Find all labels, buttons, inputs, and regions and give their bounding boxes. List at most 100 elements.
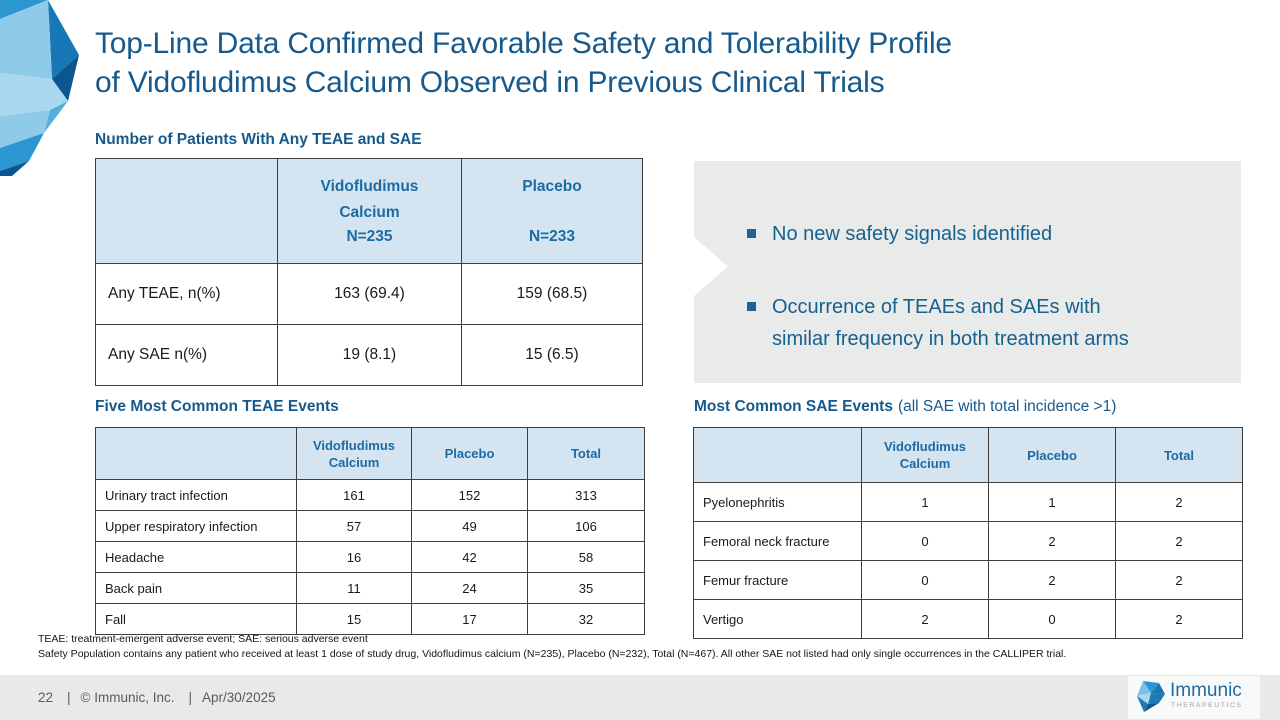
value-cell: 58 bbox=[527, 541, 645, 573]
table-row: Any TEAE, n(%) 163 (69.4) 159 (68.5) bbox=[95, 263, 643, 325]
value-cell: 42 bbox=[411, 541, 528, 573]
empty-header-cell bbox=[693, 427, 862, 483]
table-row: Vertigo 2 0 2 bbox=[693, 599, 1243, 639]
immunic-gem-icon bbox=[1137, 681, 1165, 712]
header-row: Vidofludimus Calcium Placebo Total bbox=[95, 427, 645, 480]
page-number: 22 bbox=[38, 690, 54, 705]
logo-wordmark: Immunic bbox=[1170, 680, 1242, 701]
n-count: N=233 bbox=[528, 228, 576, 245]
table-row: Fall 15 17 32 bbox=[95, 603, 645, 635]
title-line-2: of Vidofludimus Calcium Observed in Prev… bbox=[95, 66, 885, 99]
value-cell: 161 bbox=[296, 479, 412, 511]
table-row: Back pain 11 24 35 bbox=[95, 572, 645, 604]
bullet-square-icon bbox=[747, 302, 756, 311]
value-cell: 1 bbox=[988, 482, 1116, 522]
sae-events-table: Vidofludimus Calcium Placebo Total Pyelo… bbox=[693, 427, 1243, 639]
row-label: Any TEAE, n(%) bbox=[95, 263, 278, 325]
bullet-square-icon bbox=[747, 229, 756, 238]
list-item: No new safety signals identified bbox=[747, 218, 1202, 250]
value-cell: 313 bbox=[527, 479, 645, 511]
value-cell: 49 bbox=[411, 510, 528, 542]
teae-sae-summary-heading: Number of Patients With Any TEAE and SAE bbox=[95, 131, 422, 148]
teae-sae-summary-table: Vidofludimus Calcium N=235 Placebo N=233… bbox=[95, 158, 643, 386]
value-cell: 163 (69.4) bbox=[277, 263, 462, 325]
row-label: Vertigo bbox=[693, 599, 862, 639]
row-label: Upper respiratory infection bbox=[95, 510, 297, 542]
value-cell: 17 bbox=[411, 603, 528, 635]
value-cell: 1 bbox=[861, 482, 989, 522]
footnote-population: Safety Population contains any patient w… bbox=[38, 647, 1067, 660]
table-row: Headache 16 42 58 bbox=[95, 541, 645, 573]
footer-bar: 22 | © Immunic, Inc. | Apr/30/2025 Immun… bbox=[0, 675, 1280, 720]
key-findings-callout: No new safety signals identified Occurre… bbox=[694, 161, 1241, 383]
value-cell: 152 bbox=[411, 479, 528, 511]
row-label: Femoral neck fracture bbox=[693, 521, 862, 561]
page-title: Top-Line Data Confirmed Favorable Safety… bbox=[95, 24, 1255, 102]
row-label: Pyelonephritis bbox=[693, 482, 862, 522]
value-cell: 15 (6.5) bbox=[461, 324, 643, 386]
col-header-total: Total bbox=[527, 427, 645, 480]
value-cell: 57 bbox=[296, 510, 412, 542]
row-label: Any SAE n(%) bbox=[95, 324, 278, 386]
row-label: Urinary tract infection bbox=[95, 479, 297, 511]
table-row: Upper respiratory infection 57 49 106 bbox=[95, 510, 645, 542]
value-cell: 2 bbox=[1115, 521, 1243, 561]
col-header-placebo: Placebo N=233 bbox=[461, 158, 643, 264]
value-cell: 0 bbox=[861, 560, 989, 600]
header-row: Vidofludimus Calcium Placebo Total bbox=[693, 427, 1243, 483]
footer-separator: | bbox=[188, 690, 193, 705]
list-item: Occurrence of TEAEs and SAEs with simila… bbox=[747, 291, 1202, 355]
value-cell: 32 bbox=[527, 603, 645, 635]
row-label: Femur fracture bbox=[693, 560, 862, 600]
footnote-abbreviations: TEAE: treatment-emergent adverse event; … bbox=[38, 633, 368, 645]
col-header-placebo: Placebo bbox=[988, 427, 1116, 483]
immunic-gem-corner-logo bbox=[0, 0, 79, 176]
row-label: Fall bbox=[95, 603, 297, 635]
table-row: Pyelonephritis 1 1 2 bbox=[693, 482, 1243, 522]
value-cell: 35 bbox=[527, 572, 645, 604]
table-row: Any SAE n(%) 19 (8.1) 15 (6.5) bbox=[95, 324, 643, 386]
footer-date: Apr/30/2025 bbox=[202, 690, 276, 705]
empty-header-cell bbox=[95, 158, 278, 264]
title-line-1: Top-Line Data Confirmed Favorable Safety… bbox=[95, 27, 952, 60]
col-header-vidofludimus: Vidofludimus Calcium bbox=[861, 427, 989, 483]
logo-subtitle: THERAPEUTICS bbox=[1171, 702, 1243, 709]
value-cell: 16 bbox=[296, 541, 412, 573]
teae-events-table: Vidofludimus Calcium Placebo Total Urina… bbox=[95, 427, 645, 635]
col-header-total: Total bbox=[1115, 427, 1243, 483]
table-row: Femoral neck fracture 0 2 2 bbox=[693, 521, 1243, 561]
value-cell: 2 bbox=[1115, 599, 1243, 639]
key-findings-list: No new safety signals identified Occurre… bbox=[747, 218, 1202, 355]
value-cell: 2 bbox=[1115, 482, 1243, 522]
empty-header-cell bbox=[95, 427, 297, 480]
value-cell: 11 bbox=[296, 572, 412, 604]
sae-heading-bold: Most Common SAE Events bbox=[694, 398, 893, 415]
col-header-vidofludimus: Vidofludimus Calcium bbox=[296, 427, 412, 480]
value-cell: 15 bbox=[296, 603, 412, 635]
table-row: Femur fracture 0 2 2 bbox=[693, 560, 1243, 600]
header-row: Vidofludimus Calcium N=235 Placebo N=233 bbox=[95, 158, 643, 264]
teae-events-heading: Five Most Common TEAE Events bbox=[95, 398, 339, 415]
n-count: N=235 bbox=[346, 228, 393, 245]
copyright: © Immunic, Inc. bbox=[80, 690, 175, 705]
value-cell: 2 bbox=[861, 599, 989, 639]
value-cell: 159 (68.5) bbox=[461, 263, 643, 325]
immunic-therapeutics-logo: Immunic THERAPEUTICS bbox=[1128, 676, 1260, 719]
row-label: Back pain bbox=[95, 572, 297, 604]
col-header-placebo: Placebo bbox=[411, 427, 528, 480]
row-label: Headache bbox=[95, 541, 297, 573]
value-cell: 2 bbox=[988, 560, 1116, 600]
value-cell: 0 bbox=[861, 521, 989, 561]
value-cell: 106 bbox=[527, 510, 645, 542]
col-header-vidofludimus: Vidofludimus Calcium N=235 bbox=[277, 158, 462, 264]
value-cell: 2 bbox=[1115, 560, 1243, 600]
footnotes: TEAE: treatment-emergent adverse event; … bbox=[38, 632, 1258, 661]
sae-events-heading: Most Common SAE Events (all SAE with tota… bbox=[694, 398, 1116, 416]
sae-heading-note: (all SAE with total incidence >1) bbox=[897, 398, 1117, 415]
value-cell: 24 bbox=[411, 572, 528, 604]
footer-text: 22 | © Immunic, Inc. | Apr/30/2025 bbox=[38, 675, 276, 720]
footer-separator: | bbox=[67, 690, 71, 705]
table-row: Urinary tract infection 161 152 313 bbox=[95, 479, 645, 511]
value-cell: 2 bbox=[988, 521, 1116, 561]
